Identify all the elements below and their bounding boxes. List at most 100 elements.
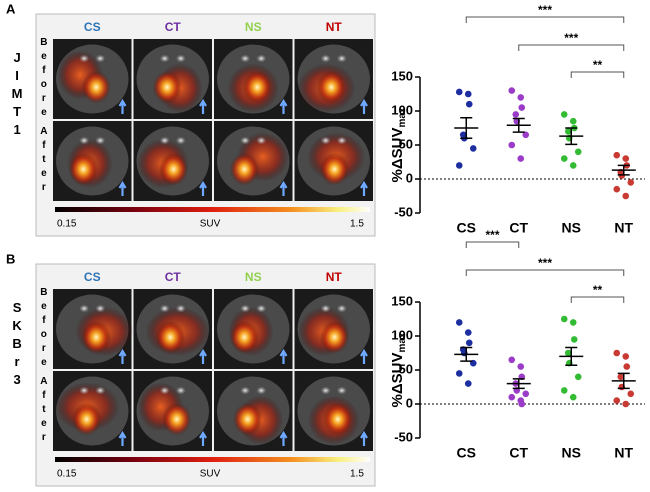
column-label: CS: [84, 270, 101, 284]
data-point: [522, 390, 530, 398]
arrow: [199, 180, 207, 196]
arrow: [118, 348, 127, 364]
data-point: [464, 380, 472, 387]
error-bar-path: [460, 346, 473, 362]
bone: [240, 54, 251, 63]
x-tick-label: NS: [562, 445, 581, 461]
pet-image: [133, 289, 212, 369]
bone: [79, 136, 90, 145]
row-label: Before: [38, 37, 49, 121]
colorbar-title: SUV: [200, 469, 221, 480]
data-point: [469, 145, 477, 152]
y-tick-label: 150: [391, 68, 413, 83]
data-point: [622, 155, 630, 162]
y-tick-label: 150: [391, 293, 413, 308]
pet-image: [294, 289, 373, 369]
colorbar-min: 0.15: [57, 219, 77, 230]
uptake: [152, 70, 182, 104]
bone: [79, 54, 90, 63]
pet-image: [133, 371, 212, 451]
data-point: [617, 373, 625, 381]
error-bar: [565, 127, 578, 146]
y-axis-label-sub: max: [397, 332, 408, 352]
data-point: [517, 363, 525, 370]
pet-image: [214, 121, 293, 201]
data-point: [508, 356, 516, 364]
arrow: [118, 98, 127, 114]
uptake: [316, 70, 346, 104]
colorbar-max: 1.5: [350, 469, 364, 480]
data-point: [518, 104, 526, 111]
data-point: [613, 349, 621, 357]
arrow: [118, 430, 127, 446]
uptake: [81, 70, 111, 104]
column-label: CS: [84, 20, 101, 34]
significance-label: **: [593, 283, 603, 297]
pet-image: [133, 39, 212, 119]
significance-label: ***: [538, 3, 552, 17]
y-axis-label-sub: max: [397, 107, 408, 127]
colorbar: [55, 207, 370, 212]
arrow: [360, 180, 368, 196]
data-point: [465, 100, 473, 108]
bone: [320, 386, 331, 395]
x-tick-label: CS: [457, 220, 476, 236]
uptake: [81, 320, 111, 354]
uptake: [320, 320, 350, 354]
data-point: [455, 370, 463, 377]
arrow: [360, 430, 368, 446]
pet-image: [214, 289, 293, 369]
bone: [256, 54, 267, 63]
data-point: [623, 363, 631, 370]
bone: [240, 136, 251, 145]
data-point: [613, 397, 621, 404]
data-point: [517, 155, 525, 162]
uptake: [229, 320, 259, 354]
bone: [175, 304, 186, 313]
data-point: [564, 349, 572, 357]
data-point: [560, 387, 568, 394]
data-point: [569, 393, 577, 401]
uptake: [68, 152, 98, 186]
bone: [336, 304, 347, 313]
data-point: [508, 141, 516, 149]
y-tick-label: 100: [391, 327, 413, 342]
bone: [79, 304, 90, 313]
data-point: [508, 87, 516, 94]
uptake: [72, 402, 102, 436]
bone: [320, 54, 331, 63]
y-tick-label: 0: [406, 170, 413, 185]
data-point: [464, 329, 472, 336]
x-tick-label: NT: [614, 220, 633, 236]
data-point: [613, 151, 621, 159]
bone: [256, 304, 267, 313]
pet-image: [53, 371, 132, 451]
error-bar-path: [617, 372, 630, 390]
y-tick-label: 100: [391, 102, 413, 117]
panel-label: B: [6, 251, 15, 266]
data-point: [455, 319, 463, 326]
significance-label: ***: [538, 256, 552, 270]
y-tick-label: -50: [394, 204, 413, 219]
data-point: [574, 373, 582, 381]
column-label: NS: [245, 270, 262, 284]
significance-label: ***: [564, 31, 578, 45]
colorbar-max: 1.5: [350, 219, 364, 230]
error-bar: [617, 372, 630, 390]
pet-image: [214, 371, 293, 451]
uptake: [159, 152, 189, 186]
error-bar-path: [565, 346, 578, 366]
pet-image: [294, 121, 373, 201]
significance-bracket: [465, 269, 625, 276]
significance-bracket: [570, 296, 625, 303]
x-tick-label: NT: [614, 445, 633, 461]
data-point: [627, 390, 635, 398]
x-tick-label: CT: [509, 445, 528, 461]
error-bar: [617, 164, 630, 176]
significance-bracket: [570, 71, 625, 78]
data-point: [570, 336, 578, 343]
pet-image: [53, 289, 134, 369]
y-tick-label: 0: [406, 395, 413, 410]
bone: [159, 386, 170, 395]
colorbar-title: SUV: [200, 219, 221, 230]
